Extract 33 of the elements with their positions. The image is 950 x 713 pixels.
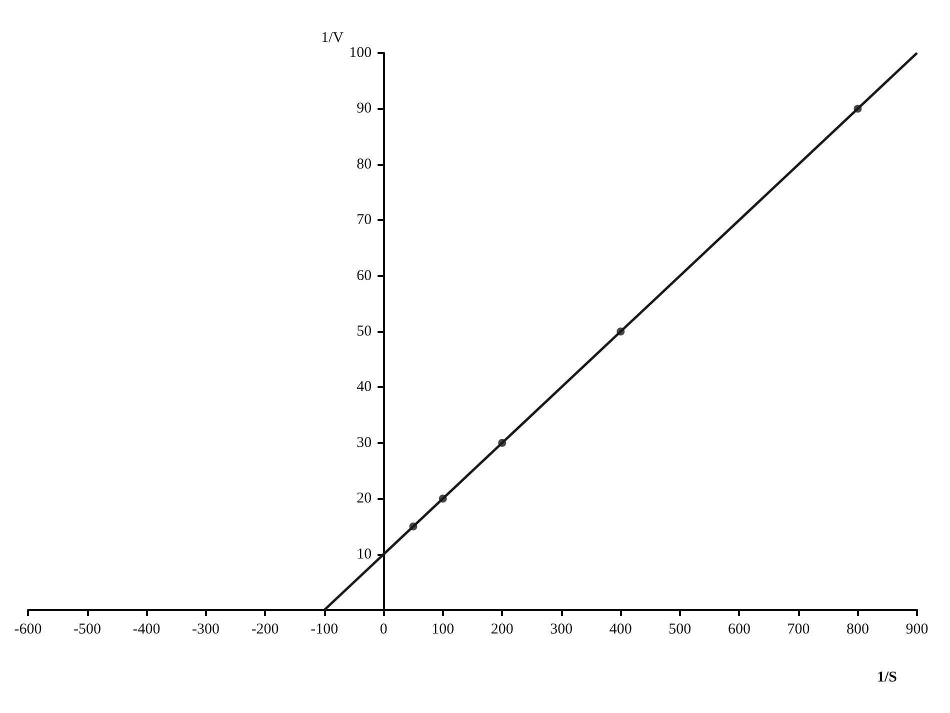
y-tick-label: 20 bbox=[356, 490, 372, 507]
x-tick-label: -400 bbox=[132, 622, 160, 638]
x-tick-label: -500 bbox=[74, 622, 102, 638]
x-tick-label: -300 bbox=[192, 622, 220, 638]
y-axis-title: 1/V bbox=[321, 30, 344, 46]
x-tick-label: -600 bbox=[14, 622, 42, 638]
x-tick-label: 600 bbox=[728, 622, 750, 638]
x-tick-label: 300 bbox=[550, 622, 573, 638]
point bbox=[438, 494, 447, 503]
x-tick-label: 100 bbox=[432, 622, 454, 638]
y-tick-label: 80 bbox=[356, 156, 372, 172]
x-tick-label: 900 bbox=[906, 622, 928, 638]
x-tick-label: -100 bbox=[310, 622, 338, 638]
x-tick-label: -200 bbox=[251, 622, 279, 638]
point bbox=[409, 522, 418, 530]
x-tick-label: 0 bbox=[380, 622, 388, 638]
y-tick-label: 100 bbox=[349, 45, 372, 61]
x-tick-label: 200 bbox=[490, 622, 514, 638]
y-tick-label: 10 bbox=[356, 546, 372, 562]
point bbox=[616, 328, 625, 336]
x-tick-label: 500 bbox=[668, 622, 692, 638]
y-tick-label: 70 bbox=[356, 212, 372, 228]
y-tick-label: 30 bbox=[356, 434, 372, 451]
y-tick-label: 50 bbox=[356, 324, 372, 340]
point bbox=[854, 104, 862, 113]
x-tick-label: 700 bbox=[787, 622, 810, 638]
y-tick-label: 60 bbox=[356, 268, 372, 284]
y-tick-label: 40 bbox=[356, 379, 372, 396]
x-axis-title: 1/S bbox=[877, 670, 898, 686]
point bbox=[498, 438, 506, 447]
x-tick-label: 800 bbox=[846, 622, 869, 638]
x-tick-label: 400 bbox=[609, 622, 632, 638]
y-tick-label: 90 bbox=[356, 100, 372, 117]
